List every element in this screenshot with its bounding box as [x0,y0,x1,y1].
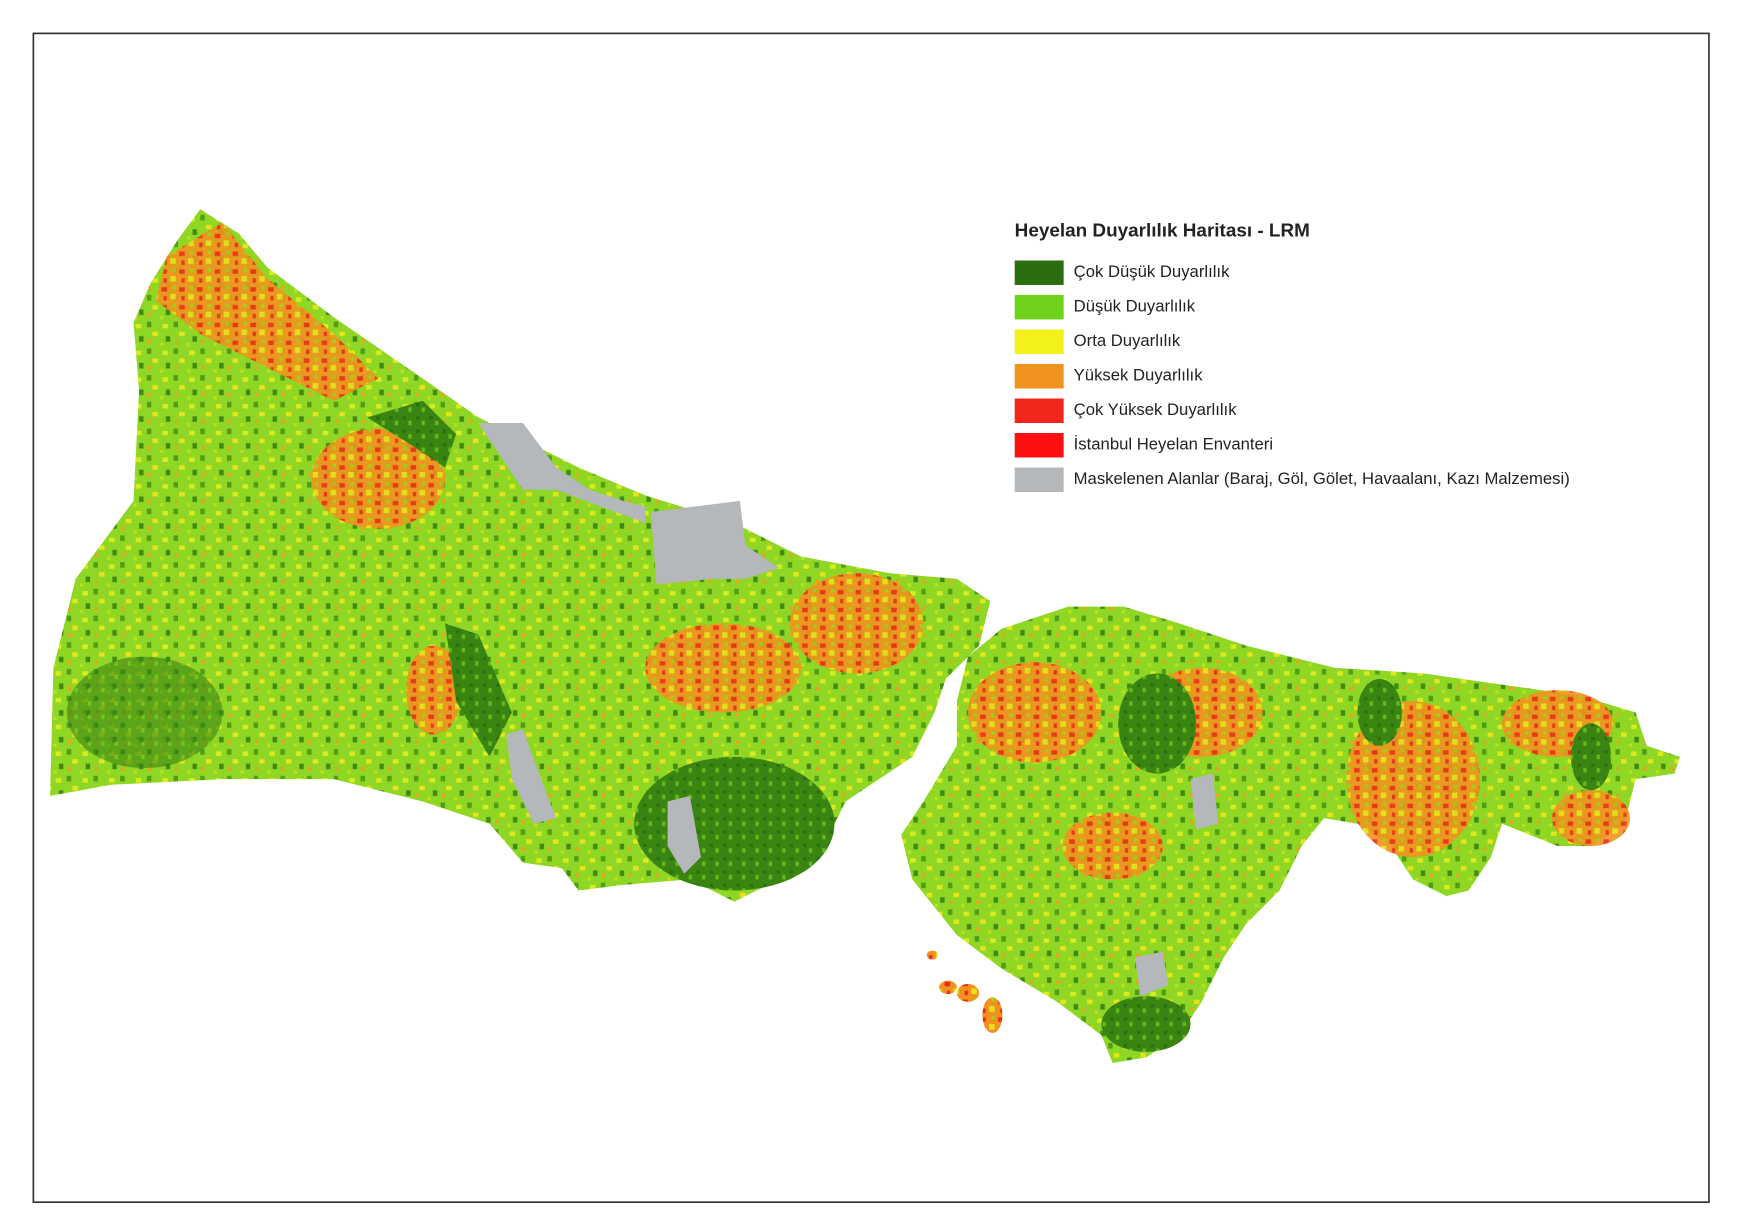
legend-label: Maskelenen Alanlar (Baraj, Göl, Gölet, H… [1074,469,1570,488]
european-side [50,209,991,902]
legend-label: İstanbul Heyelan Envanteri [1074,435,1273,454]
map-frame [32,32,1710,1204]
map-area [50,209,1681,1064]
legend-label: Düşük Duyarlılık [1074,297,1196,316]
legend: Heyelan Duyarlılık Haritası - LRM Çok Dü… [1014,221,1570,492]
legend-swatch [1014,398,1064,423]
legend-label: Orta Duyarlılık [1074,331,1181,350]
legend-swatch [1014,329,1064,354]
legend-swatch [1014,467,1064,492]
legend-items: Çok Düşük Duyarlılık Düşük Duyarlılık Orta… [1014,260,1570,492]
masked-areas [478,422,1219,997]
legend-swatch [1014,260,1064,285]
legend-label: Çok Yüksek Duyarlılık [1074,400,1238,419]
legend-swatch [1014,433,1064,458]
legend-swatch [1014,363,1064,389]
legend-swatch [1014,294,1064,320]
islands [926,950,1003,1033]
legend-title: Heyelan Duyarlılık Haritası - LRM [1015,221,1310,242]
legend-label: Yüksek Duyarlılık [1074,366,1204,385]
legend-label: Çok Düşük Duyarlılık [1074,262,1230,281]
